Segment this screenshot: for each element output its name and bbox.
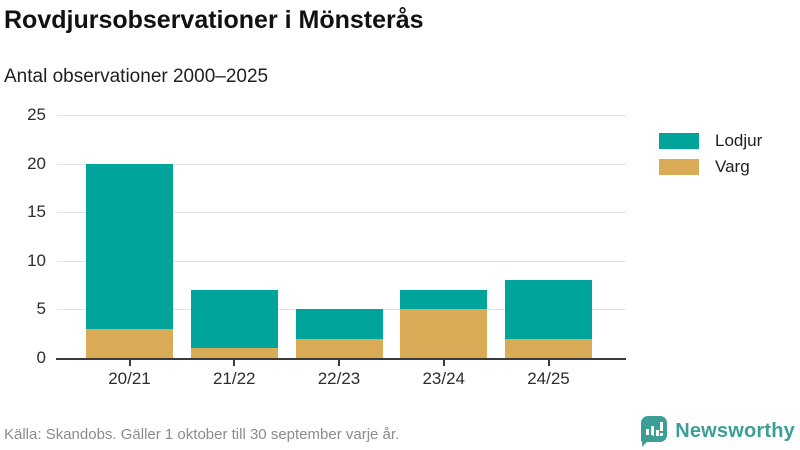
y-tick-label-25: 25 — [27, 105, 46, 124]
newsworthy-bubble-chart-icon — [641, 416, 668, 447]
x-tick-21-22 — [233, 360, 236, 366]
chart-subtitle: Antal observationer 2000–2025 — [4, 66, 269, 87]
y-tick-label-0: 0 — [36, 348, 46, 367]
bar-segment-lodjur-21-22 — [190, 289, 278, 349]
bar-segment-varg-20-21 — [86, 328, 173, 358]
bar-segment-varg-22-23 — [295, 338, 383, 358]
legend-swatch-varg — [659, 159, 699, 175]
y-tick-label-5: 5 — [36, 299, 46, 319]
exclamation-dot — [660, 433, 664, 436]
x-label-21-22: 21/22 — [212, 369, 256, 388]
newsworthy-logo: Newsworthy — [641, 416, 795, 447]
mini-bar-3 — [656, 430, 660, 436]
gridline-15 — [57, 212, 626, 214]
bar-segment-varg-21-22 — [190, 348, 278, 358]
bar-segment-lodjur-22-23 — [295, 309, 383, 339]
x-tick-23-24 — [442, 360, 445, 366]
x-tick-20-21 — [128, 360, 131, 366]
x-axis-line — [56, 358, 626, 360]
bar-segment-lodjur-20-21 — [86, 163, 173, 329]
legend-label-lodjur: Lodjur — [715, 131, 763, 150]
legend: Lodjur Varg — [659, 131, 763, 185]
mini-bar-2 — [651, 426, 655, 436]
bar-segment-lodjur-24-25 — [505, 280, 592, 339]
exclamation-bar — [660, 422, 664, 431]
source-note: Källa: Skandobs. Gäller 1 oktober till 3… — [4, 426, 400, 443]
mini-bar-1 — [646, 429, 650, 436]
y-axis-labels: 0 5 10 15 20 25 — [0, 105, 46, 367]
legend-label-varg: Varg — [715, 157, 750, 176]
bar-segment-varg-24-25 — [505, 338, 592, 358]
legend-item-varg: Varg — [659, 157, 762, 176]
brand-name: Newsworthy — [675, 420, 795, 442]
y-tick-label-10: 10 — [27, 250, 46, 270]
chart-title: Rovdjursobservationer i Mönsterås — [4, 6, 424, 34]
x-label-20-21: 20/21 — [108, 369, 151, 388]
x-label-24-25: 24/25 — [527, 369, 570, 388]
x-label-22-23: 22/23 — [317, 369, 361, 388]
gridline-25 — [57, 115, 626, 116]
plot-area: 20/21 21/22 22/23 23/24 24/25 — [56, 115, 626, 388]
legend-swatch-lodjur — [659, 133, 699, 149]
x-tick-24-25 — [547, 360, 550, 366]
y-tick-label-20: 20 — [27, 153, 46, 173]
legend-item-lodjur: Lodjur — [659, 131, 763, 150]
gridline-10 — [57, 260, 626, 262]
speech-bubble-tail — [642, 435, 654, 447]
bar-segment-varg-23-24 — [400, 309, 488, 358]
bar-segment-lodjur-23-24 — [400, 289, 488, 310]
y-tick-label-15: 15 — [27, 202, 46, 222]
x-tick-22-23 — [338, 360, 340, 366]
x-label-23-24: 23/24 — [422, 369, 466, 388]
gridline-20 — [57, 163, 626, 165]
